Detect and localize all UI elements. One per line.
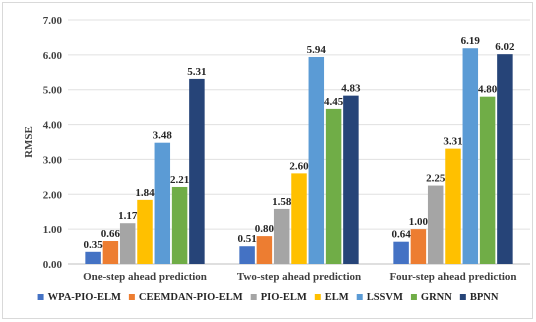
data-label: 4.80 [478,84,498,96]
legend: WPA-PIO-ELM CEEMDAN-PIO-ELM PIO-ELM ELM LSSV… [37,292,499,303]
bar [462,48,479,265]
x-category-label: One-step ahead prediction [83,271,207,283]
y-axis-ticks: 0.00 1.00 2.00 3.00 4.00 5.00 6.00 7.00 [43,15,63,271]
data-label: 3.31 [443,136,462,148]
legend-item: LSSVM [356,292,403,303]
data-label: 3.48 [153,130,173,142]
y-tick-label: 6.00 [43,50,63,62]
legend-item: CEEMDAN-PIO-ELM [128,292,243,303]
data-label: 5.94 [307,44,327,56]
bar [479,96,496,264]
legend-swatch [410,294,417,300]
bars [85,48,513,265]
bar [171,186,188,264]
legend-label: ELM [325,292,349,303]
legend-item: ELM [314,292,349,303]
y-tick-label: 7.00 [43,15,63,27]
data-label: 5.31 [187,66,206,78]
bar [410,229,427,264]
data-label: 2.21 [170,174,189,186]
data-label: 0.35 [83,239,103,251]
legend-label: LSSVM [367,292,403,303]
legend-label: PIO-ELM [261,292,307,303]
bar [137,199,153,264]
x-category-label: Four-step ahead prediction [389,271,516,283]
y-axis-label: RMSE [23,126,35,158]
y-tick-label: 2.00 [43,189,63,201]
legend-swatch [128,294,135,300]
legend-swatch [37,294,44,300]
data-labels: 0.350.66 1.17 1.84 3.48 2.21 5.31 0.510.80 1.58… [83,35,515,251]
legend-label: CEEMDAN-PIO-ELM [139,292,243,303]
bar [119,223,136,264]
bar [445,148,461,264]
data-label: 1.58 [272,196,292,208]
legend-item: BPNN [459,292,499,303]
legend-swatch [314,294,321,300]
data-label: 2.60 [289,160,309,172]
bar [85,251,101,264]
legend-item: WPA-PIO-ELM [37,292,121,303]
bar [497,54,513,264]
data-label: 6.19 [461,35,481,47]
bar [256,236,273,264]
bar [325,108,342,264]
y-tick-label: 0.00 [43,259,63,271]
x-axis-categories: One-step ahead prediction Two-step ahead … [83,271,516,283]
bar [427,185,444,264]
data-label: 4.83 [341,83,361,95]
legend-swatch [356,294,363,300]
bar [239,246,255,264]
data-label: 0.64 [391,229,411,241]
legend-label: BPNN [470,292,499,303]
bar [102,240,119,264]
data-label: 0.51 [237,233,256,245]
legend-item: PIO-ELM [250,292,307,303]
bar [308,56,325,264]
legend-item: GRNN [410,292,452,303]
bar [154,142,171,264]
data-label: 1.17 [118,210,138,222]
legend-label: GRNN [421,292,452,303]
bar [343,95,359,264]
legend-swatch [459,294,466,300]
data-label: 4.45 [324,96,344,108]
data-label: 2.25 [426,173,446,185]
data-label: 6.02 [495,41,515,53]
data-label: 1.00 [409,216,429,228]
data-label: 0.80 [255,223,275,235]
x-category-label: Two-step ahead prediction [237,271,361,283]
y-tick-label: 1.00 [43,224,63,236]
data-label: 0.66 [101,228,121,240]
legend-label: WPA-PIO-ELM [48,292,121,303]
bar [291,173,307,264]
bar [189,78,205,264]
y-tick-label: 5.00 [43,85,63,97]
bar [273,208,290,264]
y-tick-label: 3.00 [43,154,63,166]
bar [393,241,409,264]
y-tick-label: 4.00 [43,120,63,132]
legend-swatch [250,294,257,300]
data-label: 1.84 [135,187,155,199]
